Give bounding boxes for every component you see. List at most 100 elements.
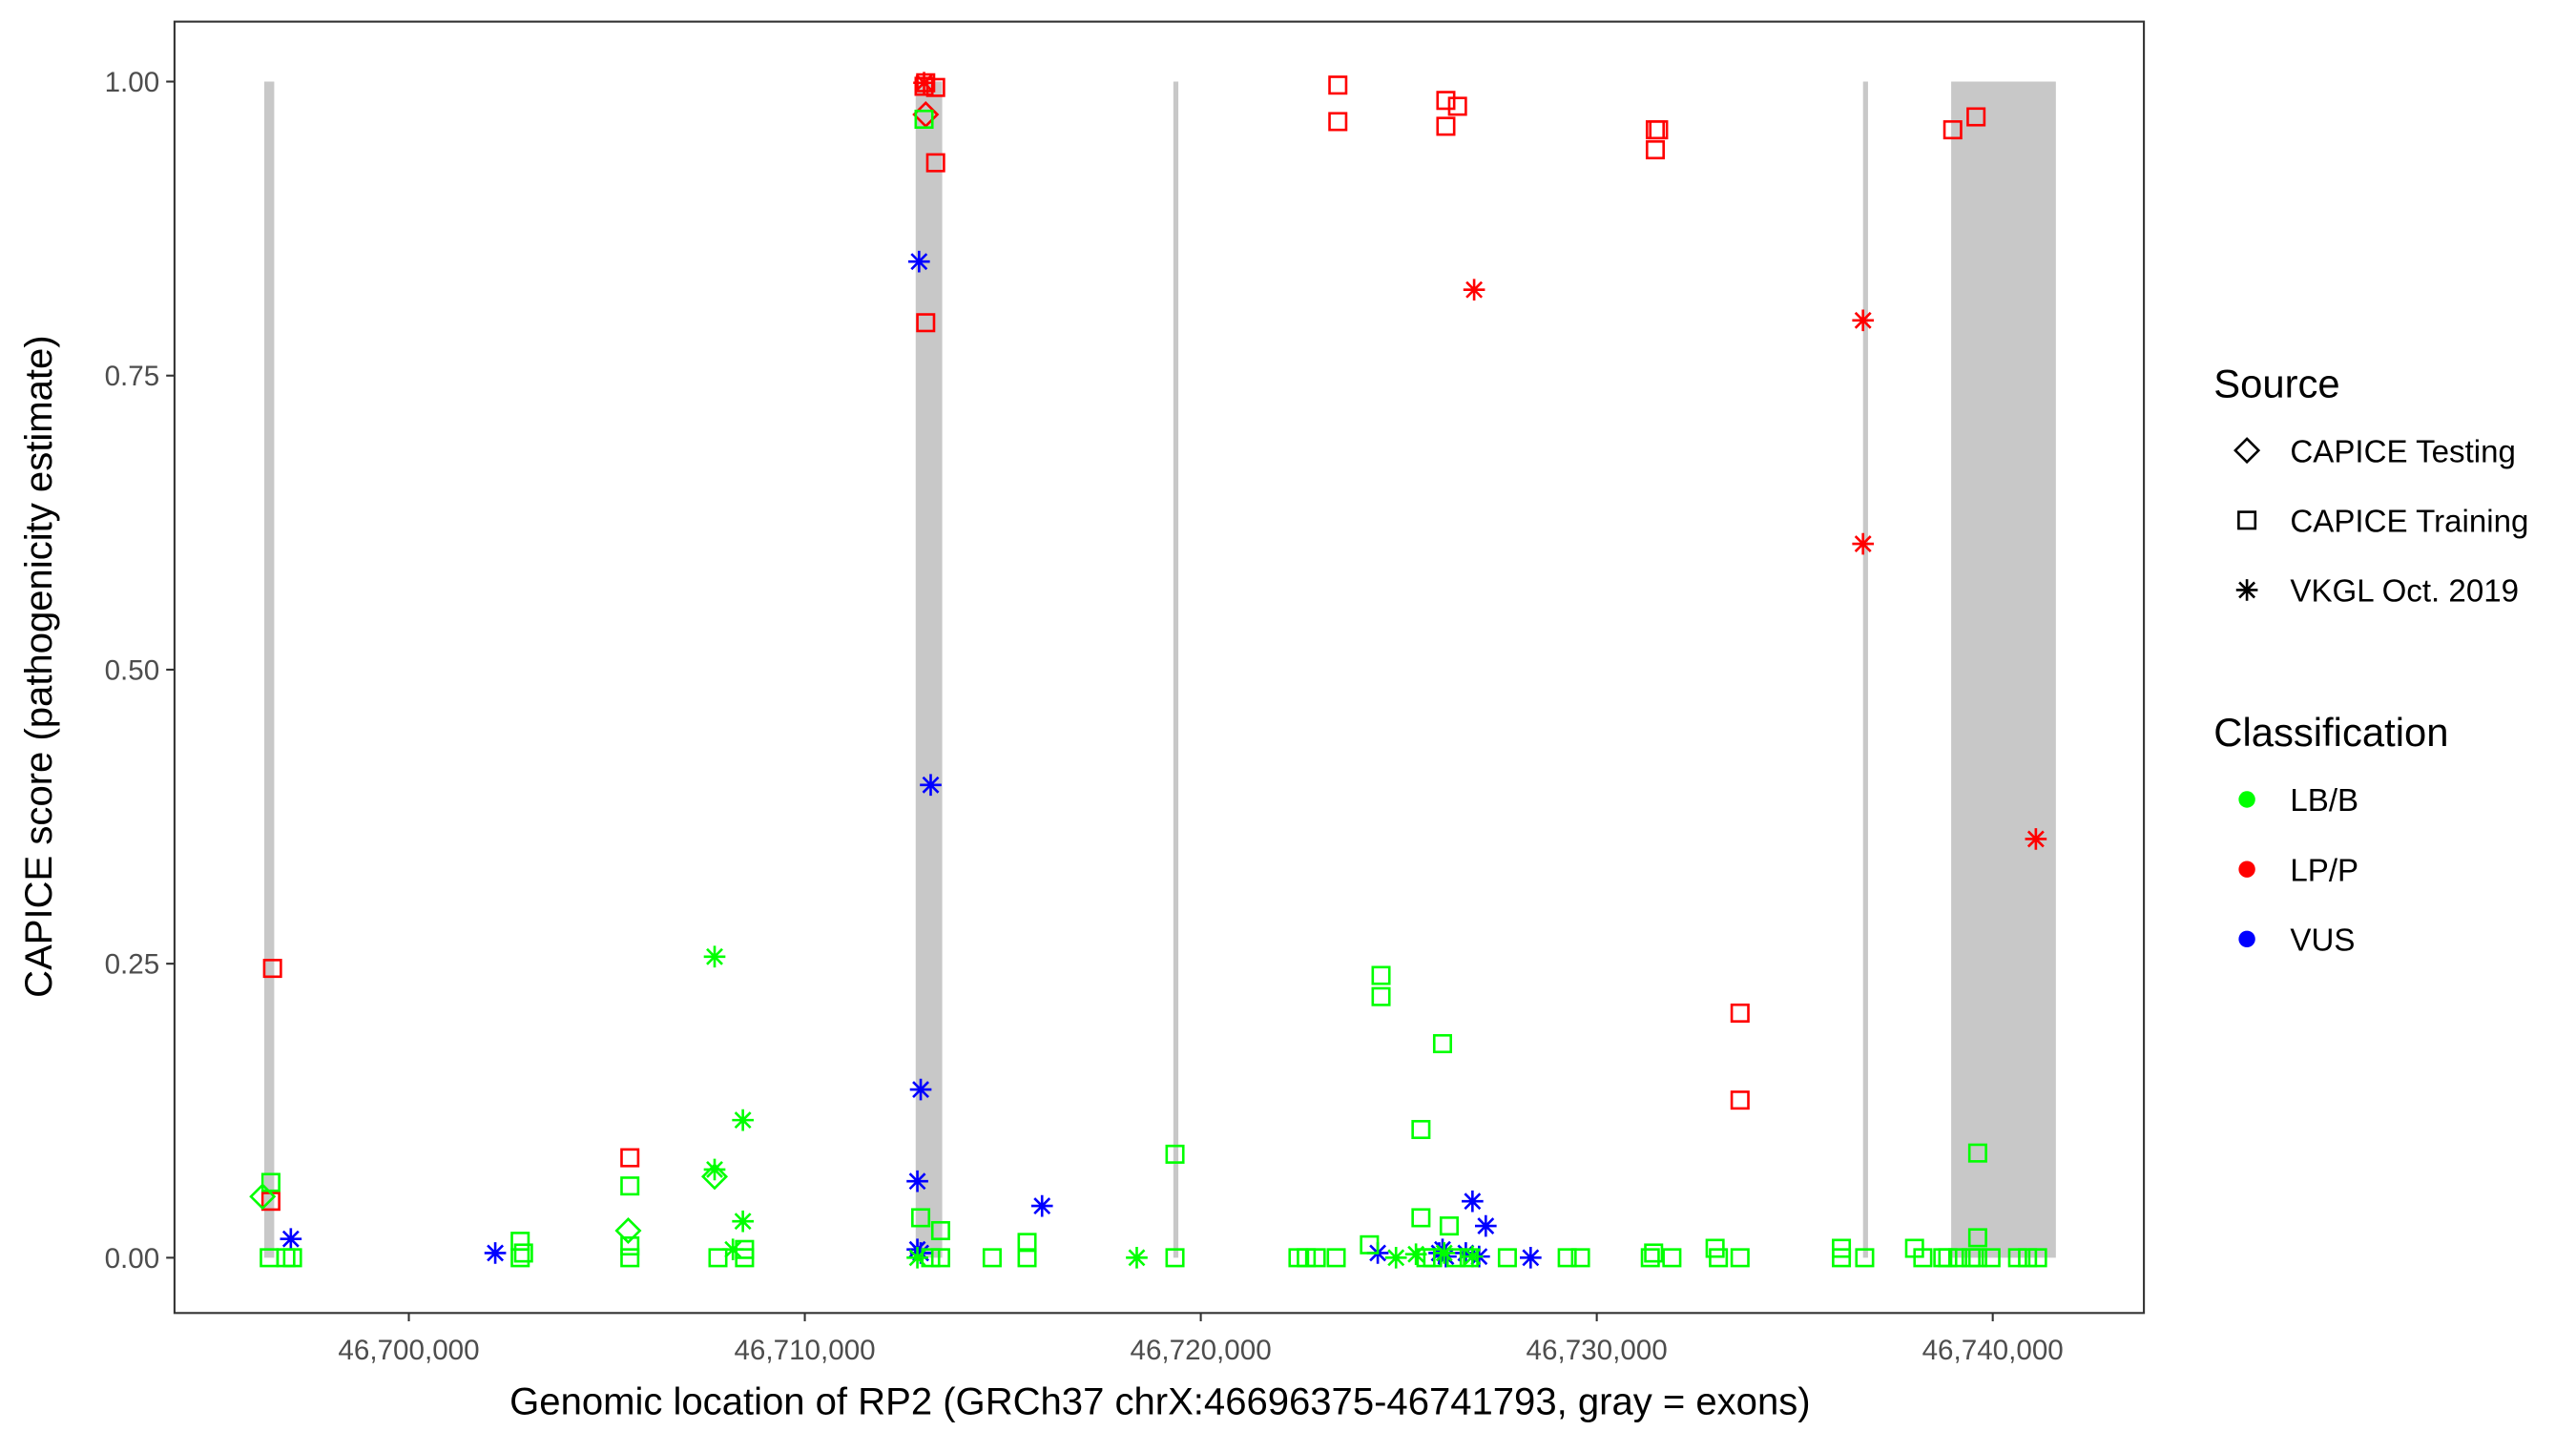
data-point-asterisk [280, 1228, 302, 1250]
data-point-square [982, 1248, 1002, 1268]
data-point-square [1165, 1144, 1185, 1164]
data-point-square [735, 1239, 755, 1259]
data-point-square [510, 1248, 530, 1268]
data-point-square [1411, 1208, 1431, 1228]
data-point-square [1730, 1090, 1750, 1110]
data-point-square [1439, 1216, 1459, 1236]
data-point-square [1570, 1248, 1590, 1268]
legend-dot-icon [2238, 930, 2255, 948]
data-point-square [1855, 1248, 1875, 1268]
data-point-diamond [614, 1216, 642, 1245]
data-point-square [1709, 1248, 1729, 1268]
plot-panel-border [173, 20, 2146, 1315]
legend-classification-title: Classification [2213, 710, 2448, 755]
legend-square-icon [2237, 510, 2257, 530]
data-point-square [620, 1148, 640, 1168]
y-tick-label: 0.50 [105, 654, 160, 686]
data-point-asterisk [484, 1242, 507, 1264]
legend-source-title: Source [2213, 361, 2339, 405]
data-point-asterisk [1455, 1242, 1477, 1264]
legend-source-label: CAPICE Testing [2290, 434, 2516, 469]
legend-source-label: VKGL Oct. 2019 [2290, 574, 2519, 610]
data-point-square [911, 1208, 931, 1228]
data-point-asterisk [1431, 1238, 1454, 1261]
exon-band [1862, 81, 1868, 1258]
data-point-asterisk [1384, 1247, 1407, 1269]
x-tick-label: 46,700,000 [338, 1335, 479, 1366]
y-tick-label: 0.00 [105, 1243, 160, 1275]
legend-dot-icon [2238, 861, 2255, 878]
data-point-asterisk [721, 1238, 744, 1261]
y-tick-label: 1.00 [105, 67, 160, 98]
data-point-asterisk [1433, 1242, 1456, 1264]
data-point-square [1967, 1143, 1987, 1163]
data-point-square [513, 1243, 533, 1263]
data-point-square [2027, 1248, 2047, 1268]
data-point-square [1557, 1248, 1577, 1268]
data-point-square [1326, 1248, 1346, 1268]
data-point-square [1297, 1248, 1317, 1268]
exon-band [263, 81, 275, 1258]
data-point-square [262, 959, 282, 979]
data-point-asterisk [906, 1247, 928, 1269]
data-point-square [620, 1176, 640, 1196]
data-point-square [1832, 1248, 1852, 1268]
data-point-diamond [249, 1183, 277, 1211]
data-point-square [1947, 1248, 1968, 1268]
data-point-square [1411, 1119, 1431, 1140]
data-point-asterisk [1463, 279, 1485, 301]
legend-classification-label: LB/B [2290, 783, 2358, 819]
data-point-square [1644, 1243, 1664, 1263]
data-point-asterisk [1474, 1214, 1497, 1237]
exon-band [915, 81, 943, 1258]
data-point-square [1371, 965, 1391, 985]
data-point-square [708, 1248, 728, 1268]
exon-band [1951, 81, 2056, 1258]
legend-dot-icon [2238, 791, 2255, 808]
data-point-square [1649, 120, 1669, 140]
data-point-square [1436, 116, 1456, 136]
data-point-asterisk [1435, 1245, 1457, 1268]
data-point-asterisk [920, 774, 942, 797]
y-axis: 0.00 0.25 0.50 0.75 1.00 [105, 67, 175, 1275]
data-point-asterisk [1462, 1245, 1484, 1268]
x-tick-label: 46,730,000 [1527, 1335, 1668, 1366]
y-tick-label: 0.75 [105, 361, 160, 392]
x-axis: 46,700,000 46,710,000 46,720,000 46,730,000… [338, 1313, 2064, 1366]
data-point-square [1966, 107, 1986, 127]
data-point-asterisk [1404, 1243, 1427, 1265]
data-point-asterisk [906, 1170, 928, 1192]
y-tick-label: 0.25 [105, 949, 160, 981]
data-point-square [1730, 1248, 1750, 1268]
data-point-square [620, 1248, 640, 1268]
legend-classification-label: LP/P [2290, 853, 2358, 888]
data-point-square [1445, 1248, 1465, 1268]
data-point-square [1913, 1248, 1933, 1268]
data-point-square [1640, 1248, 1660, 1268]
data-point-square [914, 109, 934, 129]
legend: Source CAPICE Testing CAPICE Training VKGL… [2213, 361, 2528, 958]
data-point-asterisk [703, 945, 726, 968]
data-point-asterisk [913, 72, 935, 94]
data-point-square [282, 1248, 302, 1268]
data-point-square [1730, 1003, 1750, 1023]
y-axis-title: CAPICE score (pathogenicity estimate) [18, 335, 60, 997]
data-point-square [1436, 91, 1456, 111]
data-point-square [930, 1220, 950, 1241]
exon-band [1173, 81, 1179, 1258]
x-tick-label: 46,740,000 [1922, 1335, 2064, 1366]
data-point-square [925, 153, 945, 173]
legend-asterisk-icon [2235, 579, 2258, 601]
data-point-square [1165, 1248, 1185, 1268]
data-point-square [1447, 96, 1467, 116]
data-point-square [1371, 986, 1391, 1006]
data-point-asterisk [909, 1078, 932, 1101]
data-point-square [1662, 1248, 1682, 1268]
data-point-square [1360, 1234, 1380, 1255]
data-point-asterisk [732, 1210, 754, 1233]
data-point-square [2007, 1248, 2027, 1268]
data-point-square [1981, 1248, 2001, 1268]
data-point-square [1497, 1248, 1517, 1268]
data-point-square [260, 1172, 280, 1192]
